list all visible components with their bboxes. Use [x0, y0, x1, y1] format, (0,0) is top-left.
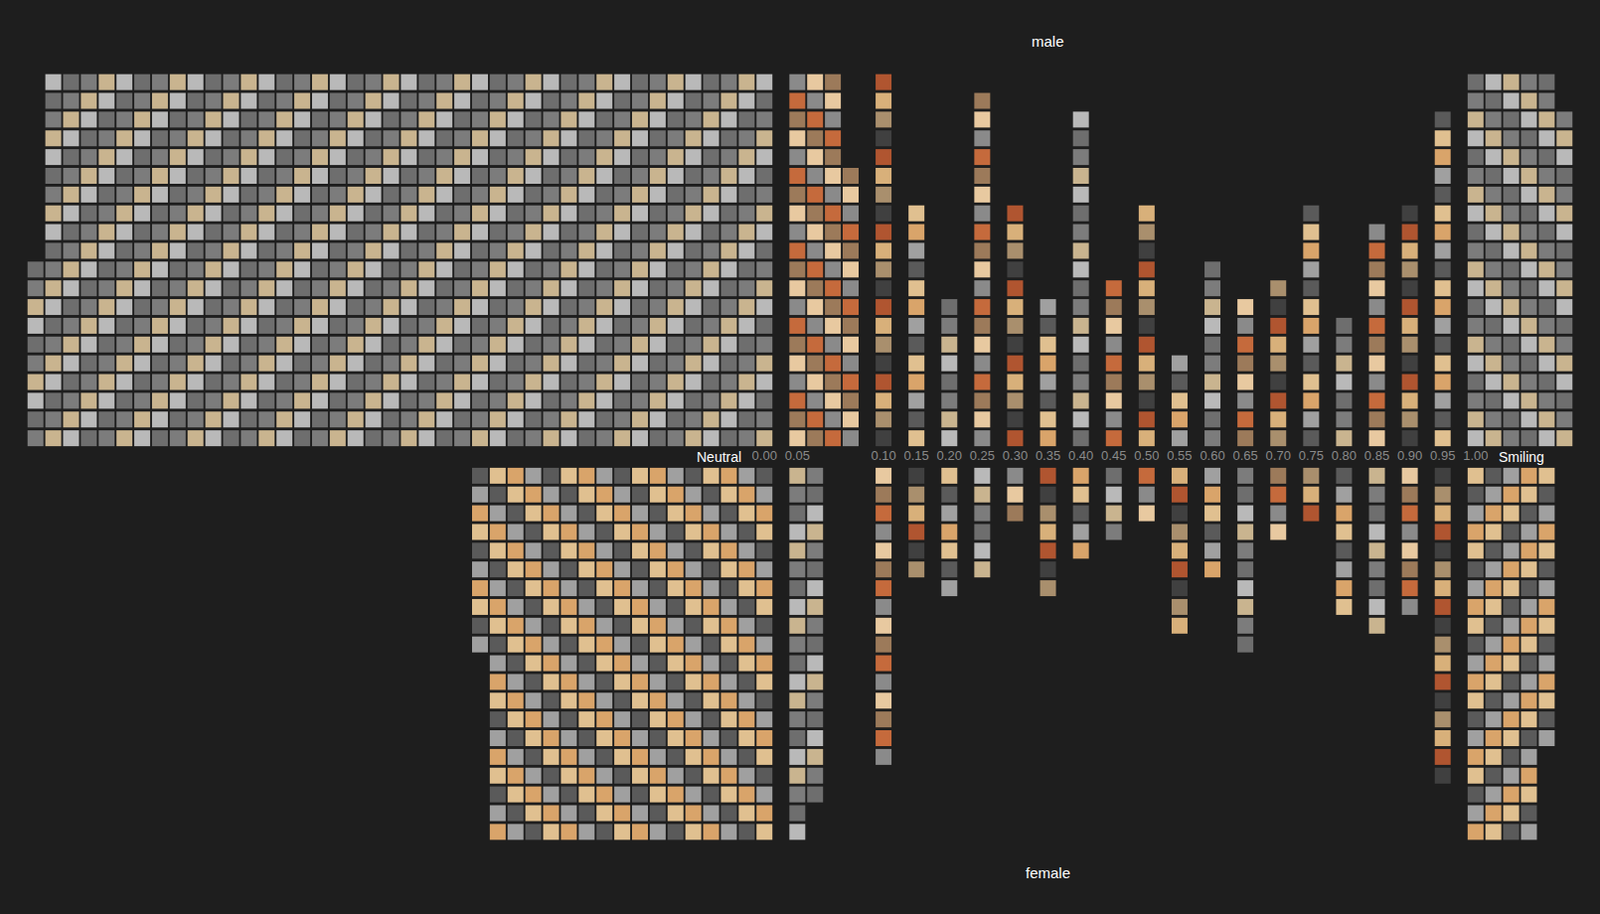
svg-text:male: male: [1031, 32, 1065, 50]
svg-text:0.65: 0.65: [1232, 448, 1258, 464]
svg-text:0.30: 0.30: [1002, 448, 1028, 464]
svg-text:0.70: 0.70: [1266, 448, 1291, 464]
svg-text:0.00: 0.00: [752, 448, 778, 464]
svg-text:female: female: [1025, 864, 1071, 882]
svg-text:Neutral: Neutral: [696, 449, 742, 466]
svg-text:0.75: 0.75: [1298, 448, 1324, 464]
svg-text:0.05: 0.05: [785, 448, 810, 464]
svg-text:0.85: 0.85: [1364, 448, 1390, 464]
svg-text:Smiling: Smiling: [1498, 449, 1545, 466]
svg-text:0.50: 0.50: [1133, 448, 1159, 464]
svg-text:0.15: 0.15: [904, 448, 930, 464]
svg-text:0.40: 0.40: [1068, 448, 1094, 464]
svg-text:0.90: 0.90: [1397, 448, 1423, 464]
svg-text:0.20: 0.20: [937, 448, 962, 464]
svg-text:0.10: 0.10: [870, 448, 896, 464]
svg-text:1.00: 1.00: [1462, 448, 1488, 464]
svg-text:0.45: 0.45: [1101, 448, 1126, 464]
svg-text:0.55: 0.55: [1166, 448, 1192, 464]
svg-text:0.60: 0.60: [1199, 448, 1225, 464]
svg-text:0.95: 0.95: [1430, 448, 1455, 464]
svg-text:0.25: 0.25: [969, 448, 995, 464]
svg-text:0.35: 0.35: [1035, 448, 1061, 464]
svg-text:0.80: 0.80: [1331, 448, 1357, 464]
